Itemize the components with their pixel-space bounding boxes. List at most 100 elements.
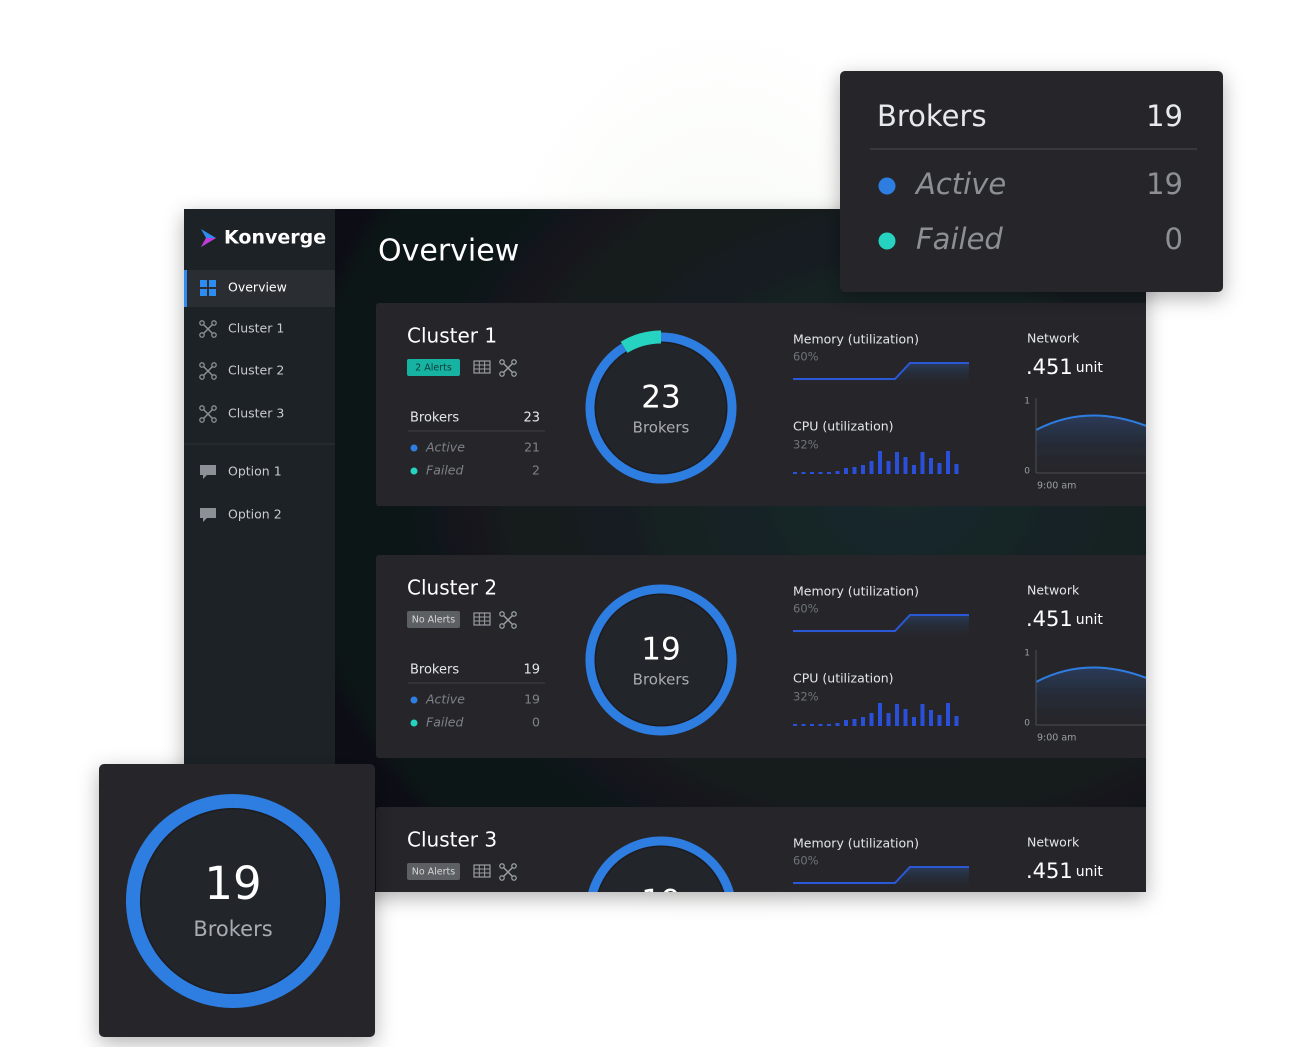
icon-part bbox=[199, 374, 205, 380]
cpu-value: 32% bbox=[793, 690, 819, 704]
cpu-label: CPU (utilization) bbox=[793, 923, 894, 938]
network-time: 9:00 am bbox=[1037, 733, 1076, 744]
memory-line bbox=[793, 614, 969, 632]
network-value: .451 unit bbox=[1026, 607, 1103, 631]
nav-item[interactable]: Option 1 bbox=[228, 464, 282, 479]
network-line bbox=[1035, 666, 1146, 683]
cpu-bar bbox=[895, 956, 899, 978]
failed-label: Failed bbox=[426, 967, 463, 982]
alert-badge-text: No Alerts bbox=[412, 615, 456, 626]
network-axis-top: 1 bbox=[1024, 901, 1030, 911]
cpu-bar bbox=[869, 713, 874, 726]
icon-part bbox=[473, 360, 491, 374]
active-label: Active bbox=[425, 440, 465, 455]
cpu-bar bbox=[938, 967, 942, 978]
cluster-card: Cluster 2 No Alerts Brokers 19 Active 19 Faile… bbox=[376, 555, 1146, 758]
icon-part bbox=[499, 359, 505, 365]
popup-total: 19 bbox=[1146, 99, 1183, 133]
icon-part bbox=[511, 863, 517, 869]
brand-logo-accent bbox=[201, 238, 216, 247]
cpu-bar bbox=[903, 709, 908, 726]
icon-part bbox=[211, 405, 217, 411]
popup-background bbox=[840, 71, 1223, 292]
failed-label: Failed bbox=[426, 463, 463, 478]
card-background bbox=[376, 303, 1146, 506]
active-dot bbox=[410, 696, 418, 704]
nav-item[interactable]: Overview bbox=[228, 280, 287, 295]
cpu-bar bbox=[818, 724, 823, 726]
popup-active-value: 19 bbox=[1146, 167, 1183, 201]
cpu-bar bbox=[801, 472, 806, 474]
cpu-bar bbox=[861, 717, 865, 726]
cluster-card: Cluster 3 No Alerts Brokers 19 Active 19 Faile… bbox=[376, 807, 1156, 996]
donut-caption: Brokers bbox=[633, 419, 690, 437]
cluster-icon bbox=[499, 611, 517, 629]
cpu-bar bbox=[946, 955, 950, 978]
active-dot bbox=[411, 949, 418, 956]
nav-item[interactable]: Cluster 2 bbox=[228, 363, 284, 378]
icon-part bbox=[211, 320, 217, 326]
cpu-bar bbox=[827, 724, 831, 726]
failed-dot bbox=[410, 719, 418, 727]
active-value: 19 bbox=[524, 692, 540, 707]
icon-part bbox=[499, 875, 505, 881]
table-icon bbox=[473, 612, 491, 626]
donut-failed-arc bbox=[620, 330, 662, 354]
cpu-bar bbox=[844, 468, 848, 474]
cpu-bar bbox=[835, 471, 840, 474]
icon-part bbox=[474, 865, 490, 877]
cpu-bar bbox=[852, 719, 857, 726]
network-area bbox=[1036, 920, 1156, 976]
cpu-bar bbox=[878, 955, 882, 978]
network-unit: unit bbox=[1076, 864, 1104, 880]
cpu-bar bbox=[955, 968, 959, 978]
cpu-bar bbox=[937, 463, 942, 474]
network-axis-bottom: 0 bbox=[1024, 719, 1030, 729]
donut-active-arc bbox=[588, 836, 734, 892]
failed-value: 0 bbox=[532, 967, 540, 982]
cluster-name: Cluster 3 bbox=[407, 828, 497, 852]
cpu-bar bbox=[878, 451, 882, 474]
nav-item[interactable]: Cluster 3 bbox=[228, 406, 284, 421]
nav-item[interactable]: Option 2 bbox=[228, 507, 282, 522]
failed-value: 0 bbox=[532, 715, 540, 730]
cpu-bar bbox=[920, 452, 925, 474]
cpu-bar bbox=[946, 451, 950, 474]
network-time: 9:00 am bbox=[1037, 985, 1076, 996]
nav-item[interactable]: Cluster 1 bbox=[228, 321, 284, 336]
popup-active-label: Active bbox=[914, 167, 1006, 201]
cpu-bar bbox=[844, 972, 848, 978]
icon-part bbox=[499, 611, 505, 617]
cpu-bar bbox=[903, 457, 908, 474]
failed-dot bbox=[410, 467, 418, 475]
cpu-bar bbox=[835, 723, 840, 726]
network-line bbox=[1035, 414, 1146, 431]
icon-part bbox=[200, 465, 216, 479]
cluster-icon bbox=[499, 359, 517, 377]
brokers-value: 19 bbox=[523, 663, 540, 678]
cpu-bar bbox=[827, 976, 831, 978]
brokers-label: Brokers bbox=[410, 915, 459, 930]
failed-dot bbox=[411, 972, 418, 979]
cpu-bar bbox=[886, 461, 891, 474]
cpu-bar bbox=[861, 969, 865, 978]
cpu-label: CPU (utilization) bbox=[793, 419, 894, 434]
cluster-icon bbox=[199, 320, 217, 338]
memory-value: 60% bbox=[793, 854, 819, 868]
icon-part bbox=[200, 508, 216, 522]
cpu-bar bbox=[912, 717, 916, 726]
cpu-bar bbox=[954, 716, 959, 726]
cpu-bar bbox=[802, 976, 806, 978]
popup-failed-value: 0 bbox=[1165, 222, 1183, 256]
cpu-bar bbox=[937, 715, 942, 726]
cpu-bar bbox=[810, 976, 814, 978]
cluster-icon bbox=[199, 405, 217, 423]
icon-part bbox=[211, 417, 217, 423]
cpu-bar bbox=[869, 461, 874, 474]
network-number: .451 bbox=[1026, 355, 1073, 379]
icon-part bbox=[199, 362, 205, 368]
network-axis-bottom: 0 bbox=[1024, 467, 1030, 477]
